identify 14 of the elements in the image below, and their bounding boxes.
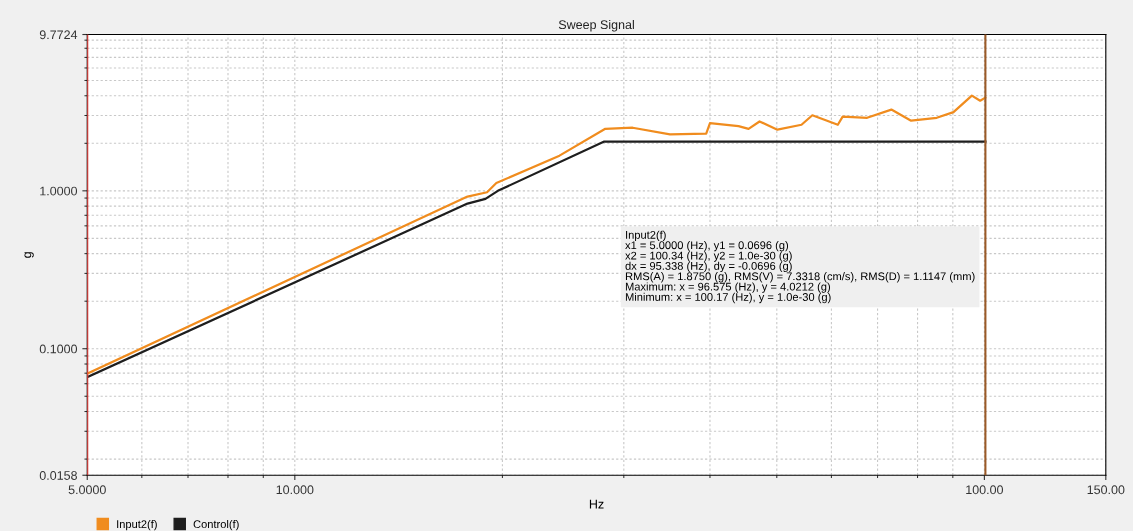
y-tick-label: 0.0158 [39, 471, 77, 480]
chart-title: Sweep Signal [558, 19, 634, 32]
legend-label: Control(f) [193, 519, 239, 531]
x-tick-label: 10.000 [276, 485, 314, 495]
y-tick-label: 0.1000 [39, 344, 78, 354]
y-tick-label: 1.0000 [40, 186, 78, 196]
annotation: Input2(f) x1 = 5.0000 (Hz), y1 = 0.0696 (g) x2 = 100.34 (Hz), y2 = 1.0e-30 (g) dx = 95.338 (Hz), dy = -0.0696 (g) RMS(A) = 1.8750 (g), RMS(V) = 7.3318 (cm/s), RMS(D) = 1.1147 (mm) Maximum: x = 96.575 (Hz), y = 4.0212 (g) Minimum: x = 100.17 (Hz), y = 1.0e-30 (g) [625, 230, 975, 304]
x-tick-label: 150.00 [1087, 485, 1125, 495]
x-axis-title: Hz [589, 499, 604, 509]
y-axis-title: g [24, 252, 34, 258]
y-tick-label: 9.7724 [39, 30, 78, 40]
legend-label: Input2(f) [117, 519, 157, 531]
x-tick-label: 5.0000 [68, 485, 106, 495]
x-tick-label: 100.00 [966, 485, 1004, 495]
